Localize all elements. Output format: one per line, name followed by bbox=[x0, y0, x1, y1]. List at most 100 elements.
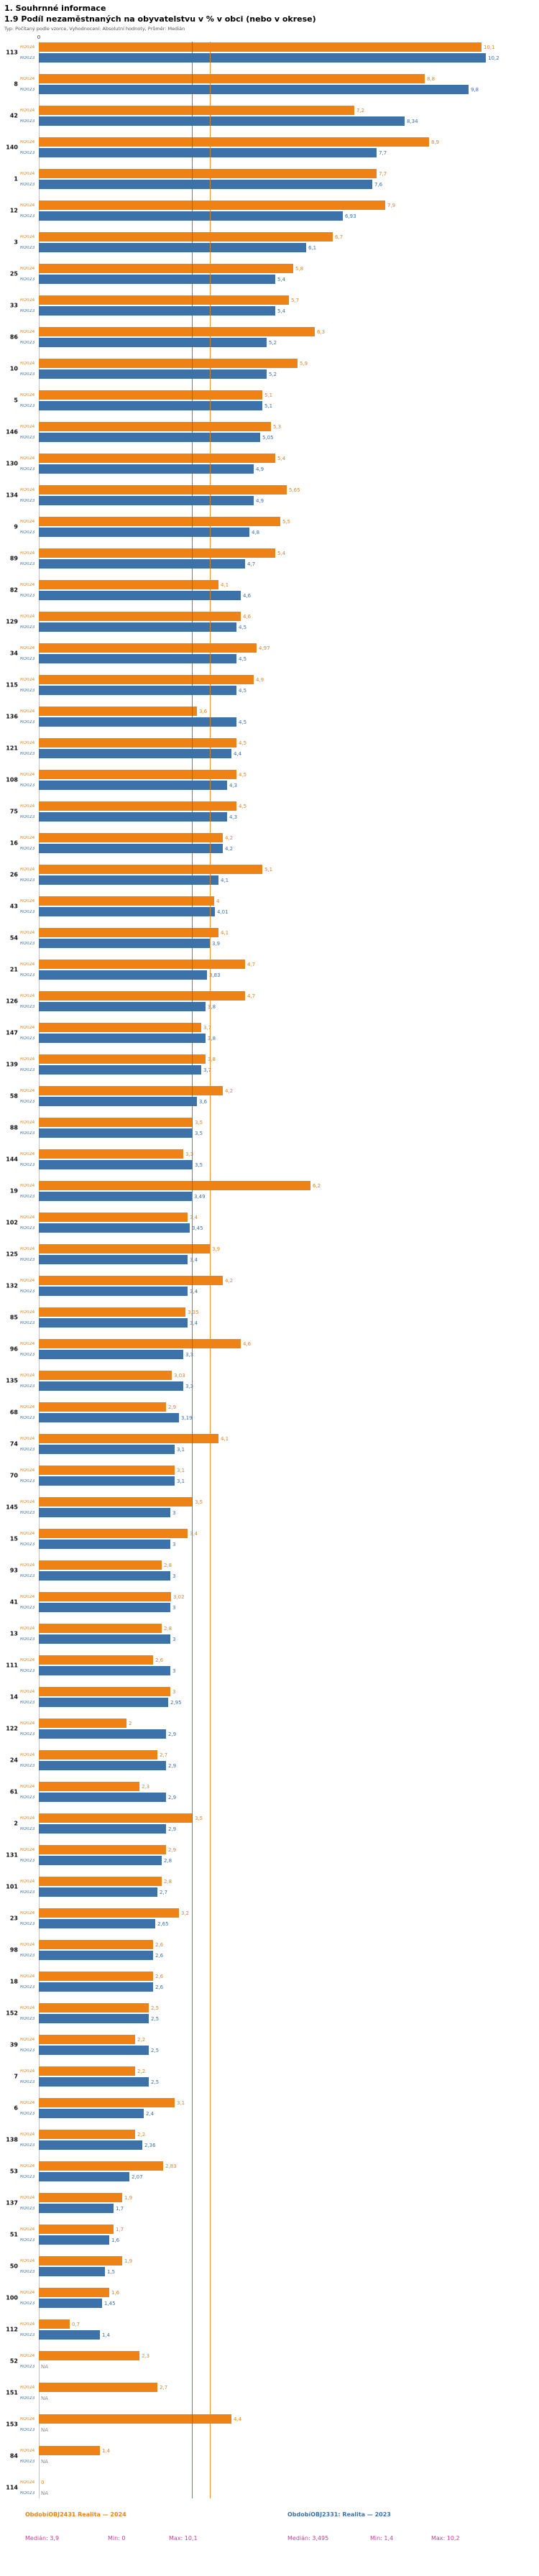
bar-value-2024: 2,6 bbox=[155, 1941, 164, 1948]
bar-value-2023: 4,5 bbox=[239, 624, 247, 630]
bar-2024 bbox=[39, 2193, 122, 2202]
bar-2024 bbox=[39, 359, 298, 368]
municipality-row: 19 RO024 6,2 RO023 3,49 bbox=[0, 1180, 539, 1202]
bar-2023 bbox=[39, 1223, 190, 1233]
municipality-row: 144 RO024 3,3 RO023 3,5 bbox=[0, 1149, 539, 1170]
municipality-row: 112 RO024 0,7 RO023 1,4 bbox=[0, 2319, 539, 2340]
bar-line-2024: RO024 8,8 bbox=[0, 73, 539, 84]
series-code-2024: RO024 bbox=[20, 1784, 35, 1789]
bar-value-2023: 6,1 bbox=[308, 244, 317, 251]
row-id: 86 bbox=[9, 334, 18, 341]
series-code-2023: RO023 bbox=[20, 150, 35, 155]
series-code-2024: RO024 bbox=[20, 1215, 35, 1220]
series-code-2024: RO024 bbox=[20, 1563, 35, 1568]
bar-line-2024: RO024 5,4 bbox=[0, 453, 539, 464]
series-code-2024: RO024 bbox=[20, 1531, 35, 1536]
municipality-row: 34 RO024 4,97 RO023 4,5 bbox=[0, 643, 539, 664]
series-code-2023: RO023 bbox=[20, 245, 35, 250]
bar-2023 bbox=[39, 1255, 188, 1264]
bar-line-2024: RO024 5,4 bbox=[0, 548, 539, 558]
series-code-2024: RO024 bbox=[20, 2227, 35, 2232]
bar-value-2023: 4,3 bbox=[229, 814, 238, 820]
bar-line-2024: RO024 6,7 bbox=[0, 231, 539, 242]
bar-2024 bbox=[39, 865, 262, 874]
bar-2023 bbox=[39, 1729, 166, 1739]
series-code-2024: RO024 bbox=[20, 203, 35, 208]
bar-2024 bbox=[39, 991, 245, 1000]
bar-line-2024: RO024 6,2 bbox=[0, 1180, 539, 1191]
bar-value-2024: 4,6 bbox=[243, 1340, 252, 1347]
bar-2023 bbox=[39, 1034, 206, 1043]
row-id: 136 bbox=[6, 713, 18, 720]
bar-value-2024: 0,7 bbox=[72, 2321, 80, 2327]
bar-value-2023: 2,7 bbox=[160, 1889, 168, 1895]
series-code-2023: RO023 bbox=[20, 1573, 35, 1578]
series-code-2024: RO024 bbox=[20, 1594, 35, 1599]
series-code-2024: RO024 bbox=[20, 2005, 35, 2010]
row-id: 134 bbox=[6, 492, 18, 499]
municipality-row: 24 RO024 2,7 RO023 2,9 bbox=[0, 1749, 539, 1771]
bar-2024 bbox=[39, 422, 271, 431]
bar-2023 bbox=[39, 2140, 142, 2150]
municipality-row: 12 RO024 7,9 RO023 6,93 bbox=[0, 200, 539, 221]
bar-2023 bbox=[39, 2330, 100, 2340]
bar-line-2023: RO023 2,9 bbox=[0, 1729, 539, 1739]
series-code-2024: RO024 bbox=[20, 1752, 35, 1757]
bar-value-2024: 4,2 bbox=[225, 1087, 234, 1094]
bar-line-2024: RO024 6,3 bbox=[0, 326, 539, 337]
bar-value-2023: 3 bbox=[172, 1668, 176, 1674]
row-id: 19 bbox=[9, 1187, 18, 1195]
bar-value-2023: 1,6 bbox=[111, 2237, 120, 2243]
bar-value-2023: 4,8 bbox=[252, 529, 260, 535]
bar-2024 bbox=[39, 2161, 163, 2171]
bar-value-2024: 10,1 bbox=[484, 44, 495, 50]
bar-2023 bbox=[39, 116, 405, 126]
series-code-2023: RO023 bbox=[20, 1763, 35, 1768]
bar-value-2024: 2,6 bbox=[155, 1973, 164, 1979]
series-code-2023: RO023 bbox=[20, 1352, 35, 1357]
bar-line-2024: RO024 3,02 bbox=[0, 1591, 539, 1602]
municipality-row: 145 RO024 3,5 RO023 3 bbox=[0, 1496, 539, 1518]
series-code-2023: RO023 bbox=[20, 1605, 35, 1610]
bar-line-2023: RO023 5,05 bbox=[0, 432, 539, 443]
bar-2023 bbox=[39, 1887, 157, 1897]
bar-value-2024: 2,3 bbox=[142, 2352, 150, 2359]
series-code-2024: RO024 bbox=[20, 2069, 35, 2074]
bar-line-2023: RO023 4,4 bbox=[0, 748, 539, 759]
bar-2023 bbox=[39, 907, 215, 916]
bar-value-2024: 4,1 bbox=[221, 581, 229, 588]
bar-value-2024: 3,3 bbox=[185, 1151, 194, 1157]
municipality-row: 10 RO024 5,9 RO023 5,2 bbox=[0, 358, 539, 380]
bar-value-2023: 2,6 bbox=[155, 1984, 164, 1990]
bar-line-2023: RO023 3,4 bbox=[0, 1317, 539, 1328]
municipality-row: 108 RO024 4,5 RO023 4,3 bbox=[0, 769, 539, 791]
row-id: 113 bbox=[6, 49, 18, 56]
bar-2024 bbox=[39, 1972, 153, 1981]
bar-line-2024: RO024 2,6 bbox=[0, 1939, 539, 1950]
series-code-2023: RO023 bbox=[20, 1700, 35, 1705]
bar-2023 bbox=[39, 591, 241, 600]
series-code-2024: RO024 bbox=[20, 171, 35, 176]
bar-value-2023: 6,93 bbox=[345, 213, 356, 219]
bar-line-2024: RO024 4,7 bbox=[0, 959, 539, 970]
bar-line-2024: RO024 2,6 bbox=[0, 1971, 539, 1982]
bar-2024 bbox=[39, 1782, 139, 1791]
series-code-2024: RO024 bbox=[20, 677, 35, 682]
bar-line-2023: RO023 3,8 bbox=[0, 1033, 539, 1044]
bar-value-2024: 4,4 bbox=[234, 2416, 242, 2422]
bar-2023 bbox=[39, 1793, 166, 1802]
municipality-row: 113 RO024 10,1 RO023 10,2 bbox=[0, 42, 539, 63]
row-id: 54 bbox=[9, 934, 18, 942]
bar-line-2024: RO024 4,1 bbox=[0, 927, 539, 938]
bar-value-2024: 1,9 bbox=[124, 2194, 133, 2201]
bar-line-2023: RO023 3,5 bbox=[0, 1159, 539, 1170]
row-id: 23 bbox=[9, 1915, 18, 1922]
series-code-2023: RO023 bbox=[20, 1131, 35, 1136]
municipality-row: 130 RO024 5,4 RO023 4,9 bbox=[0, 453, 539, 474]
row-id: 98 bbox=[9, 1946, 18, 1954]
bar-2023 bbox=[39, 306, 275, 316]
bar-2024 bbox=[39, 1687, 170, 1696]
bar-value-2023: 5,2 bbox=[269, 339, 277, 346]
bar-2024 bbox=[39, 2003, 149, 2012]
bar-line-2023: RO023 1,6 bbox=[0, 2235, 539, 2245]
